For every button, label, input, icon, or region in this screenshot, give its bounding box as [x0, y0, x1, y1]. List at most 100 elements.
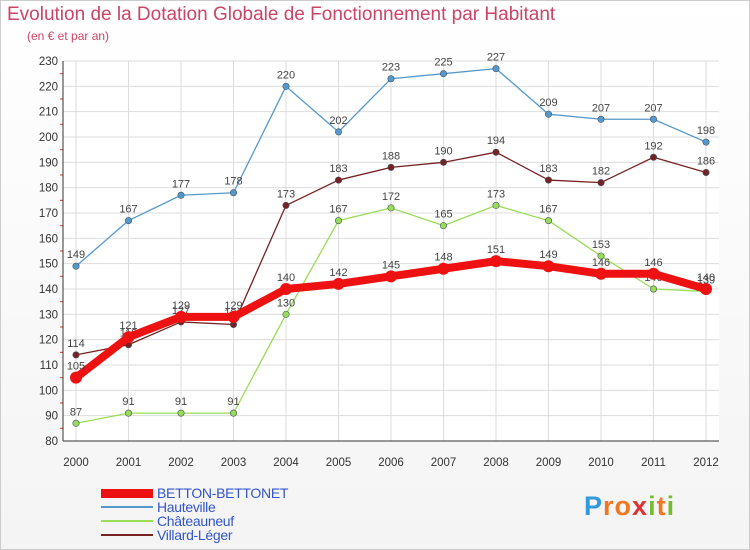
data-label-hauteville: 207 [592, 102, 610, 114]
data-label-betton-bettonet: 142 [329, 267, 347, 279]
data-point-hauteville [230, 189, 238, 197]
data-label-hauteville: 177 [172, 178, 190, 190]
logo-letter: t [656, 491, 667, 521]
data-label-ch-teauneuf: 167 [539, 204, 557, 216]
data-point-villard-l-ger [702, 168, 710, 176]
data-point-betton-bettonet [280, 283, 292, 295]
x-tick-label: 2001 [116, 457, 142, 469]
data-label-hauteville: 202 [329, 115, 347, 127]
data-point-hauteville [597, 115, 605, 123]
data-label-betton-bettonet: 140 [697, 272, 715, 284]
data-label-betton-bettonet: 146 [592, 257, 610, 269]
data-point-betton-bettonet [227, 310, 240, 323]
data-label-betton-bettonet: 105 [67, 361, 85, 373]
data-label-villard-l-ger: 173 [277, 188, 295, 200]
data-point-villard-l-ger [387, 163, 395, 171]
data-point-betton-bettonet [385, 270, 397, 283]
data-label-ch-teauneuf: 91 [175, 396, 187, 408]
data-point-betton-bettonet [542, 260, 555, 273]
data-label-hauteville: 167 [119, 204, 137, 216]
data-point-hauteville [492, 65, 500, 73]
y-tick-label: 230 [39, 56, 58, 68]
y-tick-label: 90 [45, 411, 58, 423]
data-point-betton-bettonet [647, 267, 660, 280]
y-tick-label: 180 [39, 183, 58, 195]
data-label-betton-bettonet: 129 [172, 300, 190, 312]
logo-letter: r [603, 491, 615, 521]
x-tick-label: 2011 [641, 457, 666, 469]
logo-letter: x [632, 491, 649, 521]
data-point-betton-bettonet [700, 283, 712, 295]
x-tick-label: 2007 [431, 457, 457, 469]
data-label-betton-bettonet: 140 [277, 272, 295, 284]
data-label-hauteville: 223 [382, 62, 400, 74]
y-tick-label: 120 [39, 335, 58, 347]
legend-swatch [101, 488, 153, 498]
data-label-ch-teauneuf: 153 [592, 239, 610, 251]
legend-swatch [101, 506, 153, 508]
data-label-hauteville: 198 [697, 125, 715, 137]
data-point-ch-teauneuf [597, 252, 605, 260]
data-label-villard-l-ger: 194 [487, 135, 505, 147]
data-point-betton-bettonet [175, 310, 187, 323]
data-point-villard-l-ger [544, 176, 552, 184]
data-label-betton-bettonet: 151 [487, 244, 505, 256]
x-tick-label: 2012 [693, 457, 719, 469]
x-tick-label: 2002 [168, 457, 194, 469]
logo-letter: i [666, 491, 676, 521]
y-tick-label: 140 [39, 284, 58, 296]
data-label-ch-teauneuf: 167 [329, 204, 347, 216]
data-point-villard-l-ger [597, 179, 605, 187]
data-label-hauteville: 209 [539, 97, 557, 109]
y-tick-label: 150 [39, 259, 58, 271]
data-point-hauteville [282, 82, 290, 90]
data-point-betton-bettonet [595, 267, 607, 280]
logo-letter: i [648, 491, 657, 521]
data-label-villard-l-ger: 114 [67, 338, 85, 350]
y-tick-label: 200 [39, 132, 58, 144]
y-tick-label: 170 [39, 208, 58, 220]
legend-label: BETTON-BETTONET [157, 485, 289, 501]
data-label-betton-bettonet: 149 [539, 249, 557, 261]
data-point-villard-l-ger [72, 351, 80, 359]
data-label-hauteville: 225 [434, 57, 452, 69]
y-tick-label: 220 [39, 81, 58, 93]
data-point-ch-teauneuf [282, 310, 290, 318]
data-point-hauteville [387, 75, 395, 83]
data-point-ch-teauneuf [125, 409, 133, 417]
legend-label: Villard-Léger [157, 527, 233, 543]
x-tick-label: 2006 [378, 457, 404, 469]
data-label-villard-l-ger: 188 [382, 150, 400, 162]
data-label-villard-l-ger: 186 [697, 155, 715, 167]
data-label-betton-bettonet: 148 [434, 252, 452, 264]
data-label-betton-bettonet: 146 [644, 257, 662, 269]
data-label-hauteville: 227 [487, 52, 505, 64]
data-point-betton-bettonet [332, 277, 345, 290]
data-point-hauteville [72, 262, 80, 270]
data-point-ch-teauneuf [492, 201, 500, 209]
legend-label: Hauteville [157, 499, 216, 515]
x-tick-label: 2008 [483, 457, 509, 469]
data-label-ch-teauneuf: 165 [434, 209, 452, 221]
data-point-ch-teauneuf [72, 419, 80, 427]
data-point-ch-teauneuf [387, 204, 395, 212]
data-label-ch-teauneuf: 130 [277, 297, 295, 309]
y-tick-label: 210 [39, 107, 58, 119]
data-point-hauteville [702, 138, 710, 146]
data-point-ch-teauneuf [544, 217, 552, 225]
data-point-hauteville [649, 115, 657, 123]
data-label-villard-l-ger: 182 [592, 166, 610, 178]
legend-swatch [101, 520, 153, 522]
data-label-hauteville: 178 [224, 176, 242, 188]
data-point-villard-l-ger [282, 201, 290, 209]
data-label-ch-teauneuf: 173 [487, 188, 505, 200]
data-point-betton-bettonet [122, 331, 135, 344]
legend-label: Châteauneuf [157, 513, 234, 529]
y-tick-label: 100 [39, 385, 58, 397]
data-label-villard-l-ger: 183 [329, 163, 347, 175]
y-tick-label: 190 [39, 157, 58, 169]
y-tick-label: 110 [40, 360, 58, 372]
data-point-hauteville [334, 128, 342, 136]
